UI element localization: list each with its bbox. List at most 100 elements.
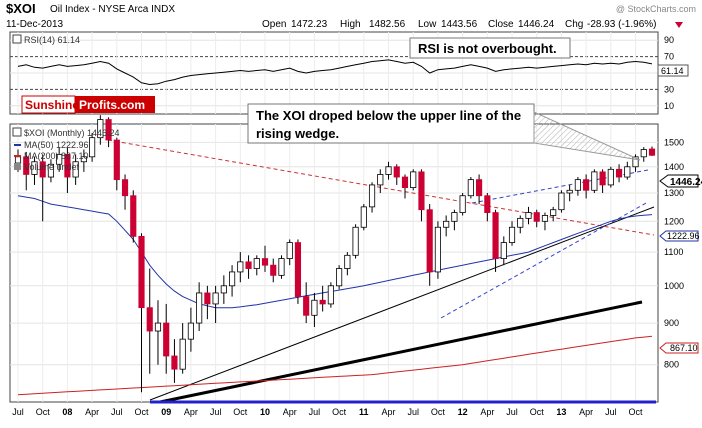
candle — [459, 192, 466, 216]
candle-body — [632, 156, 639, 168]
candle-body — [237, 261, 244, 273]
ma50-tag-label: 1222.96 — [667, 231, 700, 241]
x-tick-label: Jul — [210, 407, 222, 417]
candle — [591, 169, 598, 193]
price-y-axis: 1500 1400 1300 1200 1100 1000 900 800 — [664, 137, 684, 369]
candle — [245, 255, 252, 279]
candle — [451, 209, 458, 231]
price-y-tick: 1500 — [664, 137, 684, 147]
candle-body — [566, 189, 573, 194]
candle-body — [492, 212, 499, 259]
candle — [261, 245, 269, 272]
candle-body — [648, 148, 656, 156]
candle — [253, 255, 260, 276]
candle — [163, 303, 170, 374]
x-tick-label: Oct — [332, 407, 347, 417]
price-y-tick: 1400 — [664, 162, 684, 172]
candle-body — [253, 258, 260, 269]
candle-body — [311, 299, 318, 316]
candle — [476, 174, 483, 205]
price-annotation-box — [247, 103, 535, 144]
rsi-y-tick: 70 — [664, 52, 674, 62]
candle-body — [89, 137, 96, 158]
candle — [368, 182, 376, 213]
candle-body — [401, 176, 409, 188]
price-annotation-line1: The XOI droped below the upper line of t… — [256, 108, 521, 123]
candle — [508, 221, 516, 246]
chart-date: 11-Dec-2013 — [6, 19, 64, 30]
candle-body — [319, 299, 326, 305]
candle-body — [220, 285, 227, 294]
high-label: High — [340, 19, 361, 30]
x-tick-label: Oct — [431, 407, 446, 417]
candle — [97, 115, 104, 145]
candle-body — [344, 254, 351, 269]
ma200-tag — [659, 342, 699, 354]
candle — [80, 149, 87, 172]
candle — [467, 177, 474, 199]
candle — [31, 156, 38, 185]
candle-body — [607, 168, 614, 186]
rsi-last-value: 61.14 — [661, 66, 684, 76]
candle-body — [459, 195, 466, 213]
candle — [615, 164, 623, 183]
price-annotation-line2: rising wedge. — [256, 126, 339, 141]
black-thick-support-line — [159, 300, 643, 404]
candle — [196, 282, 203, 332]
candle — [327, 282, 334, 308]
candle-body — [278, 258, 285, 276]
legend-ma200: MA(200) 867.10 — [24, 151, 89, 161]
price-y-tick: 1300 — [664, 188, 684, 198]
candle — [583, 174, 590, 199]
price-y-tick: 900 — [664, 318, 679, 328]
x-tick-label: 10 — [260, 407, 270, 417]
candle — [105, 117, 112, 148]
candle-body — [393, 166, 400, 178]
candle — [121, 174, 129, 210]
price-y-tick: 1200 — [664, 216, 684, 226]
candle — [344, 252, 351, 276]
legend-swatch-main — [12, 127, 22, 137]
candle — [336, 265, 343, 290]
x-tick-label: Oct — [629, 407, 644, 417]
candle — [410, 169, 417, 191]
candle — [171, 339, 178, 383]
wedge-lower-line — [440, 201, 649, 319]
x-tick-label: Apr — [184, 407, 198, 417]
ma200-line — [17, 335, 653, 396]
x-tick-label: Jul — [309, 407, 321, 417]
candle-body — [467, 179, 474, 197]
candles — [14, 115, 656, 393]
candle — [500, 236, 507, 266]
legend-ma50: MA(50) 1222.96 — [24, 140, 89, 150]
low-label: Low — [418, 19, 437, 30]
candle — [311, 292, 318, 328]
x-tick-label: Jul — [605, 407, 617, 417]
candle-body — [640, 149, 647, 158]
rsi-last-value-tag — [657, 64, 689, 77]
candle-body — [574, 179, 581, 191]
candle — [517, 215, 524, 234]
candle-body — [39, 161, 46, 178]
rsi-y-tick: 10 — [664, 101, 674, 111]
x-tick-label: Apr — [85, 407, 99, 417]
candle — [138, 233, 145, 393]
candle — [130, 190, 137, 243]
candle — [154, 300, 162, 365]
close-label: Close — [488, 19, 514, 30]
candle-body — [64, 153, 71, 178]
rsi-annotation-box — [409, 37, 571, 59]
candle-body — [591, 171, 598, 191]
logo-sunshine: Sunshine — [25, 98, 79, 112]
candle — [484, 192, 491, 222]
symbol: $XOI — [6, 1, 36, 16]
candle — [607, 166, 614, 188]
candle — [220, 275, 227, 304]
x-tick-label: Apr — [283, 407, 297, 417]
candle-body — [14, 156, 22, 164]
candle-body — [368, 184, 376, 208]
candle-body — [615, 168, 623, 178]
open-value: 1472.23 — [291, 19, 328, 30]
x-axis: Jul Oct 08 Apr Jul Oct 09 Apr Jul Oct 10 Apr Jul Oct 1… — [12, 407, 643, 417]
